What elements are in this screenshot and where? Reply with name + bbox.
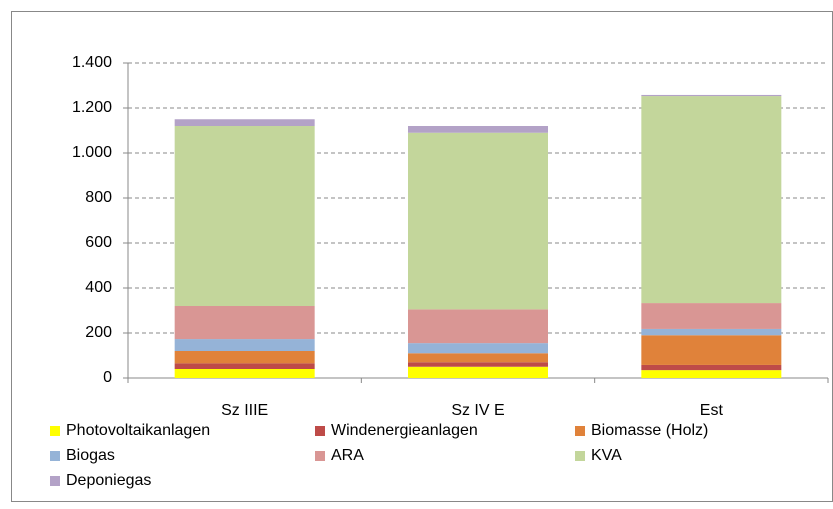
bar-segment <box>408 343 548 354</box>
bar-segment <box>641 370 782 378</box>
y-tick-label: 0 <box>103 369 112 386</box>
y-tick-label: 400 <box>85 279 112 296</box>
y-tick-label: 200 <box>85 324 112 341</box>
bar-segment <box>641 328 782 336</box>
legend-label: KVA <box>591 447 622 464</box>
bar-segment <box>174 351 315 364</box>
bar-segment <box>174 339 315 351</box>
bar-segment <box>408 132 548 310</box>
bar-segment <box>174 119 315 126</box>
bar-segment <box>408 309 548 344</box>
y-tick-label: 1.400 <box>72 54 112 71</box>
bar-segment <box>408 126 548 133</box>
y-tick-label: 1.000 <box>72 144 112 161</box>
legend-label: Windenergieanlagen <box>331 422 478 439</box>
legend-swatch <box>315 426 325 436</box>
x-tick-label: Sz IIIE <box>221 402 268 419</box>
bar-segment <box>408 353 548 363</box>
legend-label: ARA <box>331 447 364 464</box>
legend-label: Biomasse (Holz) <box>591 422 708 439</box>
x-tick-label: Sz IV E <box>451 402 504 419</box>
legend-label: Deponiegas <box>66 472 151 489</box>
y-tick-label: 800 <box>85 189 112 206</box>
legend-label: Photovoltaikanlagen <box>66 422 210 439</box>
bar-segment <box>174 363 315 369</box>
bar-segment <box>408 362 548 367</box>
y-tick-label: 1.200 <box>72 99 112 116</box>
bar-segment <box>174 126 315 306</box>
x-tick-label: Est <box>700 402 724 419</box>
bar-segment <box>641 96 782 304</box>
legend-swatch <box>50 476 60 486</box>
bar-segment <box>174 369 315 378</box>
bar-segment <box>641 364 782 371</box>
legend-swatch <box>575 426 585 436</box>
legend-swatch <box>315 451 325 461</box>
legend-swatch <box>50 451 60 461</box>
legend-swatch <box>50 426 60 436</box>
bar-segment <box>174 306 315 340</box>
legend-swatch <box>575 451 585 461</box>
bar-segment <box>641 303 782 329</box>
bar-segment <box>641 335 782 365</box>
bar-segment <box>408 366 548 378</box>
bar-segment <box>641 94 782 97</box>
y-tick-label: 600 <box>85 234 112 251</box>
legend-label: Biogas <box>66 447 115 464</box>
